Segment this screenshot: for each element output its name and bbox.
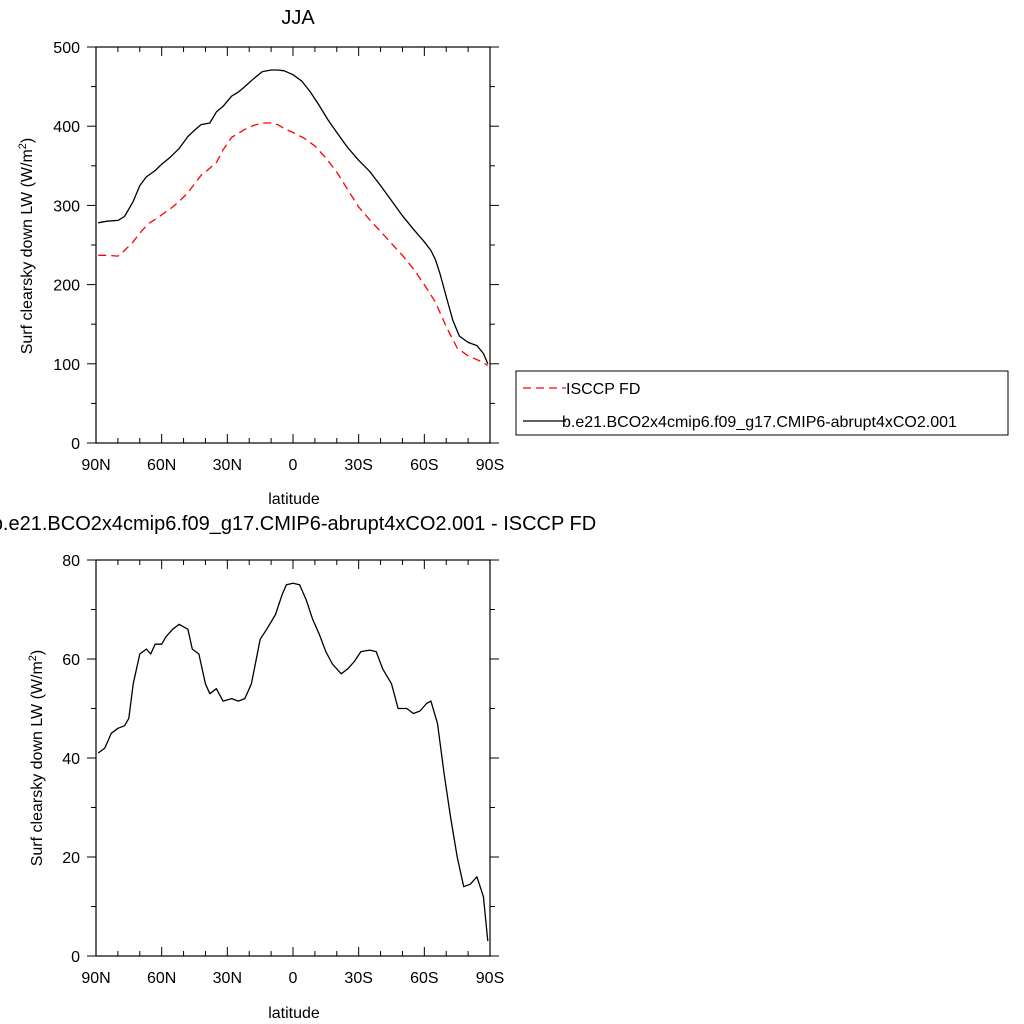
plot-frame: [95, 559, 491, 957]
y-tick-label: 500: [53, 40, 80, 57]
y-tick-label: 300: [53, 198, 80, 215]
y-axis-label: Surf clearsky down LW (W/m2): [27, 650, 46, 867]
x-tick-label: 60S: [410, 970, 438, 987]
x-axis-label: latitude: [268, 491, 320, 508]
x-axis-label: latitude: [268, 1005, 320, 1022]
legend: ISCCP FD b.e21.BCO2x4cmip6.f09_g17.CMIP6…: [515, 370, 1009, 436]
y-tick-label: 0: [71, 436, 80, 453]
series-line-0: [97, 582, 489, 942]
y-tick-label: 100: [53, 357, 80, 374]
y-tick-label: 400: [53, 119, 80, 136]
y-tick-label: 20: [62, 850, 80, 867]
y-tick-label: 40: [62, 751, 80, 768]
x-tick-label: 30N: [213, 970, 242, 987]
legend-box: [515, 370, 1009, 436]
y-tick-label: 60: [62, 652, 80, 669]
x-tick-label: 60S: [410, 457, 438, 474]
legend-label-model: b.e21.BCO2x4cmip6.f09_g17.CMIP6-abrupt4x…: [562, 414, 957, 431]
y-tick-label: 80: [62, 553, 80, 570]
chart-title: JJA: [281, 7, 315, 29]
x-tick-label: 30S: [344, 457, 372, 474]
x-tick-label: 90N: [81, 457, 110, 474]
x-tick-label: 0: [289, 970, 298, 987]
y-tick-label: 200: [53, 278, 80, 295]
x-tick-label: 30S: [344, 970, 372, 987]
panel-bottom: b.e21.BCO2x4cmip6.f09_g17.CMIP6-abrupt4x…: [0, 513, 596, 1022]
x-tick-label: 90S: [476, 457, 504, 474]
x-tick-label: 60N: [147, 970, 176, 987]
panel-top: JJA 90N 60N 30N 0 30S 60S 90S0100200300400500 …: [17, 7, 1009, 508]
legend-label-isccp: ISCCP FD: [566, 381, 640, 398]
x-tick-label: 30N: [213, 457, 242, 474]
series-line-1: [98, 69, 489, 365]
x-tick-label: 90S: [476, 970, 504, 987]
y-axis-label: Surf clearsky down LW (W/m2): [17, 138, 36, 355]
plot-frame: [95, 46, 491, 444]
series-line-0: [98, 122, 489, 366]
chart-title: b.e21.BCO2x4cmip6.f09_g17.CMIP6-abrupt4x…: [0, 513, 596, 535]
x-tick-label: 60N: [147, 457, 176, 474]
x-tick-label: 0: [289, 457, 298, 474]
y-tick-label: 0: [71, 949, 80, 966]
x-tick-label: 90N: [81, 970, 110, 987]
